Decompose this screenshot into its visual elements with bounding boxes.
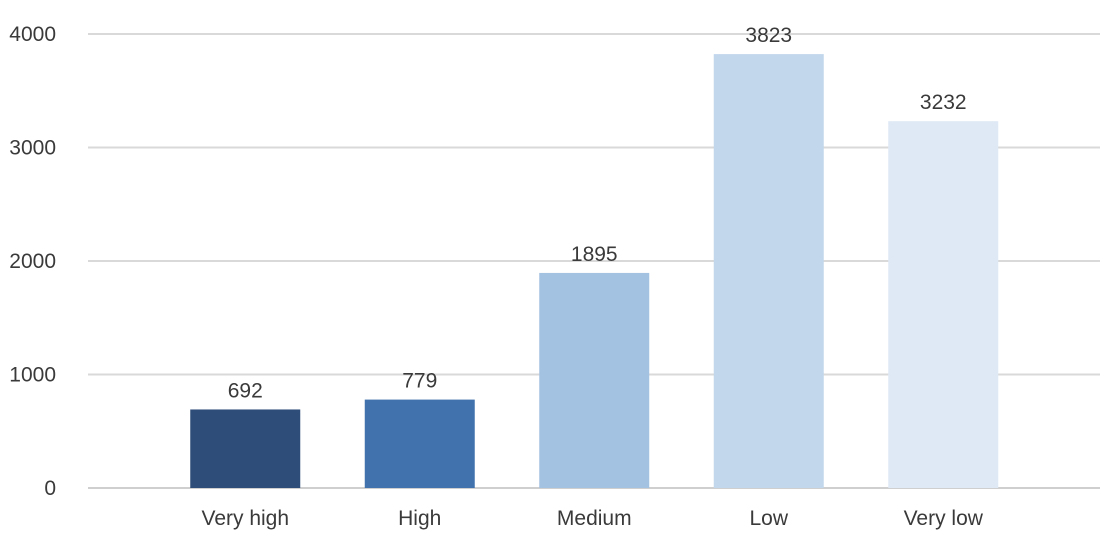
y-tick-label: 3000	[9, 137, 56, 160]
data-label: 692	[228, 379, 263, 402]
x-axis-category-labels: Very high High Medium Low Very low	[201, 507, 983, 530]
bar	[190, 409, 301, 488]
bar	[888, 121, 999, 488]
bar	[539, 272, 650, 488]
data-label: 3232	[920, 91, 967, 114]
y-tick-label: 0	[44, 477, 56, 500]
y-axis-tick-labels: 0 1000 2000 3000 4000	[9, 23, 56, 500]
bar	[713, 54, 824, 488]
data-label: 1895	[571, 243, 618, 266]
bar	[364, 399, 475, 488]
data-label: 3823	[745, 24, 792, 47]
y-tick-label: 2000	[9, 250, 56, 273]
category-label: Very high	[201, 507, 289, 530]
y-tick-label: 4000	[9, 23, 56, 46]
y-tick-label: 1000	[9, 364, 56, 387]
category-label: Very low	[904, 507, 984, 530]
data-labels: 692 779 1895 3823 3232	[228, 24, 967, 402]
category-label: High	[398, 507, 441, 530]
category-label: Low	[749, 507, 788, 530]
bars	[190, 54, 999, 488]
data-label: 779	[402, 370, 437, 393]
category-label: Medium	[557, 507, 632, 530]
